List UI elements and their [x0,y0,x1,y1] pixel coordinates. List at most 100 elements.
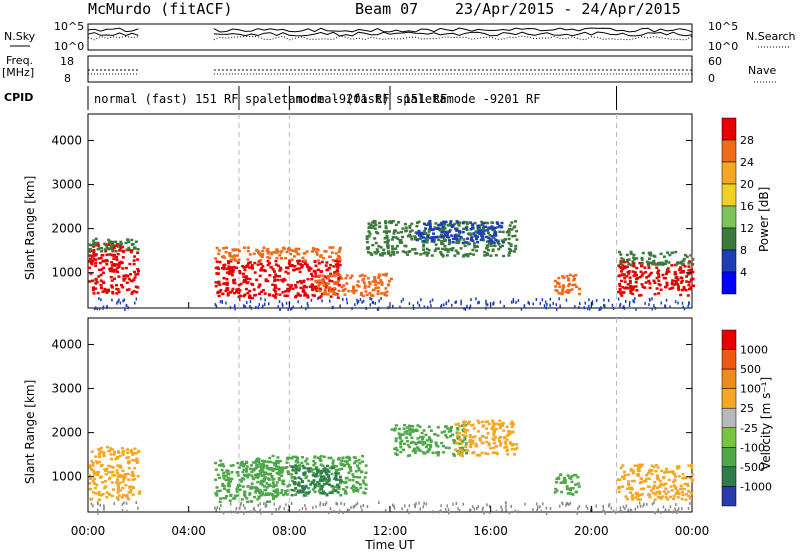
velocity-cell [477,505,479,509]
velocity-cell [245,465,249,468]
power-cell [633,271,637,274]
velocity-cell [358,476,362,479]
velocity-cell [352,505,355,509]
velocity-cell [103,480,107,483]
power-cell [280,278,284,282]
power-cell [510,300,513,304]
velocity-cell [272,485,276,489]
velocity-cell [663,490,666,493]
power-cell [121,256,125,259]
nave-tick-top: 60 [708,55,722,68]
velocity-cell [569,487,573,490]
velocity-cell [492,438,496,442]
power-cell [296,281,300,284]
velocity-cell [240,480,244,483]
power-cell [455,236,459,239]
velocity-cell [124,473,127,476]
power-cell [479,230,483,234]
velocity-cell [122,450,126,453]
power-cell [406,253,410,256]
power-cell [428,224,432,227]
velocity-cell [408,432,412,435]
velocity-cell [415,446,419,449]
velocity-cell [304,491,308,494]
power-cell [513,250,516,253]
power-cell [88,280,92,283]
power-cell [91,286,95,289]
power-cell [315,248,319,251]
power-cell [356,298,358,302]
power-cell [680,279,684,283]
power-cell [370,297,373,301]
power-cell [110,244,114,248]
velocity-cell [440,441,444,445]
power-cell [99,284,103,287]
nsky-trace [87,27,139,33]
power-cell [242,275,246,278]
velocity-cell [333,489,337,493]
power-cell [305,263,309,267]
power-cell [583,306,585,310]
power-cell [326,276,330,280]
velocity-cell [573,473,577,477]
power-cell [274,296,277,299]
velocity-cell [215,494,219,497]
velocity-cell [99,503,101,507]
velocity-cell [415,428,418,431]
velocity-cell [427,448,431,451]
power-cell [655,276,659,280]
velocity-cell [656,510,659,514]
power-cell [415,232,419,235]
velocity-cell [664,496,668,499]
velocity-cell [102,452,106,455]
cpid-segment-label: spaletamode -9201 RF [396,92,541,106]
velocity-cell [316,470,320,474]
velocity-cell [665,470,669,474]
velocity-cell [321,464,325,468]
power-cell [404,226,408,229]
velocity-cell [486,452,490,456]
colorbar-swatch [721,388,737,409]
power-cell [475,297,477,301]
velocity-cell [649,489,653,492]
velocity-cell [392,503,394,507]
power-cell [415,221,419,224]
power-cell [229,306,232,310]
power-cell [603,298,605,302]
velocity-cell [671,480,675,484]
velocity-cell [440,509,442,513]
power-cell [275,248,279,251]
power-cell [664,259,668,263]
velocity-cell [274,491,278,494]
colorbar-swatch [721,205,737,229]
power-cell [389,277,393,281]
velocity-cell [421,443,425,446]
power-cell [339,304,341,308]
velocity-cell [275,460,278,463]
power-cell [250,296,254,300]
velocity-cell [602,509,604,513]
velocity-cell [249,487,253,490]
power-cell [439,235,443,238]
velocity-cell [399,443,403,446]
power-cell [226,288,230,292]
velocity-cell [100,494,104,497]
power-cell [290,284,294,287]
velocity-cell [260,474,264,477]
power-cell [679,262,683,265]
power-cell [481,237,485,240]
power-cell [682,305,684,309]
power-cell [266,255,270,259]
power-cell [319,254,323,257]
velocity-cell [93,486,97,490]
velocity-cell [464,431,467,434]
velocity-cell [654,470,658,473]
power-cell [246,246,250,249]
power-cell [500,221,504,225]
velocity-cell [273,495,277,498]
power-cell [387,280,391,283]
freq-label: Freq. [6,54,33,67]
velocity-cell [342,511,344,514]
velocity-cell [125,495,129,499]
power-cell [635,257,639,260]
